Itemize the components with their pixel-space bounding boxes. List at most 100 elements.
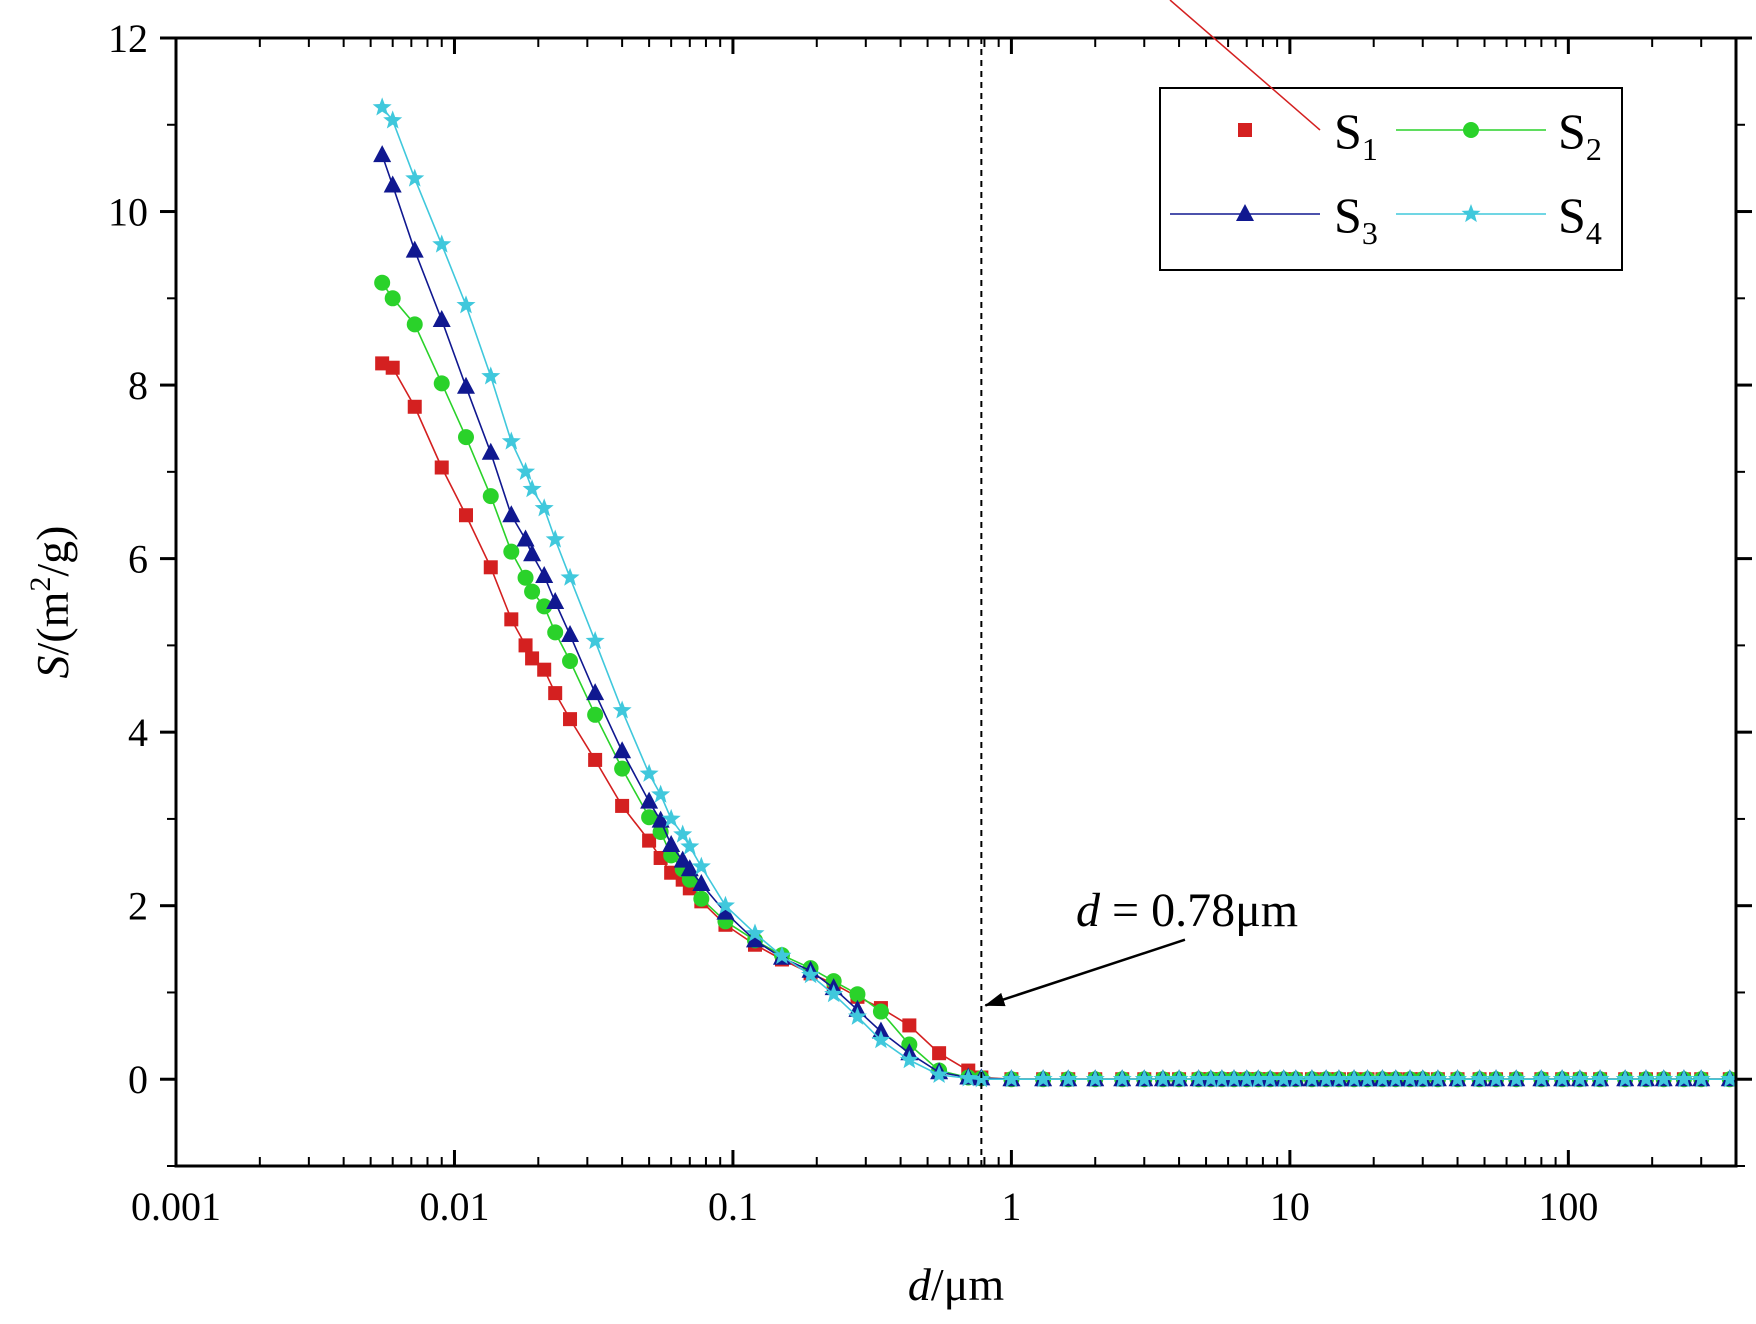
data-point-s3 [373, 145, 392, 163]
data-point-s4 [1344, 1069, 1364, 1088]
data-point-s4 [1260, 1069, 1280, 1088]
data-point-s4 [847, 1006, 867, 1025]
y-tick-label: 6 [128, 537, 148, 582]
data-point-s2 [872, 1003, 889, 1020]
y-axis-title-pre: /(m [27, 591, 78, 655]
legend-label-s3: S3 [1334, 187, 1378, 251]
data-point-s4 [585, 631, 605, 650]
data-point-s4 [1001, 1069, 1021, 1088]
data-point-s3 [662, 834, 681, 852]
data-point-s3 [535, 565, 554, 583]
data-point-s4 [971, 1069, 991, 1088]
data-point-s4 [1153, 1069, 1173, 1088]
legend-box [1159, 87, 1623, 271]
data-point-s4 [1357, 1069, 1378, 1088]
annotation-italic: d [1076, 884, 1101, 937]
data-point-s4 [1470, 1069, 1490, 1088]
legend-marker-s3 [1236, 204, 1254, 221]
legend-label-s3-sub: 3 [1362, 215, 1378, 251]
data-point-s4 [1112, 1069, 1132, 1088]
data-point-s4 [1506, 1069, 1526, 1088]
data-point-s3 [383, 175, 402, 193]
legend-line-s1 [1169, 0, 1321, 131]
data-point-s4 [481, 366, 501, 385]
data-point-s1 [902, 1018, 917, 1033]
data-point-s4 [1386, 1069, 1406, 1088]
legend-symbol-s3 [1236, 204, 1254, 221]
x-tick-label: 10 [1270, 1184, 1310, 1229]
reference-layer [980, 38, 1186, 1166]
y-axis-title-post: /g) [27, 526, 78, 577]
data-point-s3 [871, 1021, 890, 1039]
data-point-s3 [481, 442, 500, 460]
data-point-s4 [1134, 1069, 1154, 1088]
data-point-s4 [651, 784, 671, 803]
data-point-s2 [482, 488, 499, 505]
legend-label-s4-sub: 4 [1586, 215, 1602, 251]
annotation-arrow [984, 938, 1186, 1007]
data-series [372, 97, 1736, 1088]
data-point-s4 [1201, 1069, 1221, 1088]
data-point-s4 [899, 1050, 919, 1069]
y-tick-label: 10 [108, 190, 148, 235]
legend-label-s1: S1 [1334, 103, 1378, 167]
x-tick-label: 100 [1538, 1184, 1598, 1229]
legend: S1 S2 S3 S4 [1159, 0, 1623, 271]
data-point-s2 [693, 890, 710, 907]
legend-label-s1-base: S [1334, 103, 1362, 159]
data-point-s4 [801, 965, 821, 984]
data-point-s4 [1654, 1069, 1674, 1088]
data-point-s4 [545, 529, 565, 548]
data-point-s3 [586, 683, 605, 701]
data-point-s4 [1448, 1069, 1468, 1088]
data-point-s3 [516, 529, 535, 547]
series-s4 [372, 97, 1736, 1088]
x-axis-title-italic: d [908, 1259, 932, 1310]
legend-symbol-s1 [1238, 123, 1252, 137]
legend-label-s4-base: S [1558, 187, 1586, 243]
data-point-s2 [517, 569, 534, 586]
legend-label-s3-base: S [1334, 187, 1362, 243]
data-point-s4 [1570, 1069, 1590, 1088]
data-point-s1 [518, 638, 533, 653]
data-point-s1 [563, 712, 578, 727]
data-point-s2 [614, 760, 631, 777]
data-point-s4 [1224, 1069, 1244, 1088]
data-point-s3 [745, 930, 764, 948]
legend-label-s1-sub: 1 [1362, 131, 1378, 167]
data-point-s2 [536, 598, 553, 615]
y-axis-title-italic: S [27, 656, 78, 679]
x-axis-title: d/μm [908, 1259, 1004, 1310]
annotation-value: = 0.78μm [1100, 884, 1298, 937]
data-point-s4 [1720, 1069, 1736, 1088]
data-point-s4 [715, 895, 735, 914]
y-axis-title-sup: 2 [24, 577, 57, 592]
data-point-s4 [612, 700, 632, 719]
data-point-s4 [516, 461, 536, 480]
data-point-s4 [745, 923, 765, 942]
data-point-s4 [1552, 1069, 1572, 1088]
data-point-s4 [383, 110, 403, 129]
data-point-s1 [483, 560, 498, 575]
data-point-s4 [1590, 1069, 1610, 1088]
y-tick-label: 12 [108, 16, 148, 61]
x-axis-title-unit: /μm [931, 1259, 1004, 1310]
legend-marker-s2 [1463, 122, 1479, 138]
data-point-s1 [458, 508, 473, 523]
x-tick-label: 0.01 [419, 1184, 489, 1229]
data-point-s4 [1286, 1069, 1306, 1088]
data-point-s3 [502, 505, 521, 523]
data-point-s4 [1691, 1069, 1711, 1088]
data-point-s4 [958, 1068, 978, 1087]
data-point-s3 [456, 376, 475, 394]
legend-label-s4: S4 [1558, 187, 1602, 251]
data-point-s1 [642, 833, 657, 848]
data-point-s2 [524, 583, 541, 600]
data-point-s1 [537, 662, 552, 677]
annotation-label: d = 0.78μm [1076, 884, 1298, 937]
legend-label-s2: S2 [1558, 103, 1602, 167]
data-point-s3 [716, 902, 735, 920]
data-point-s4 [1486, 1069, 1506, 1088]
data-point-s4 [501, 431, 521, 450]
data-point-s2 [562, 653, 579, 670]
